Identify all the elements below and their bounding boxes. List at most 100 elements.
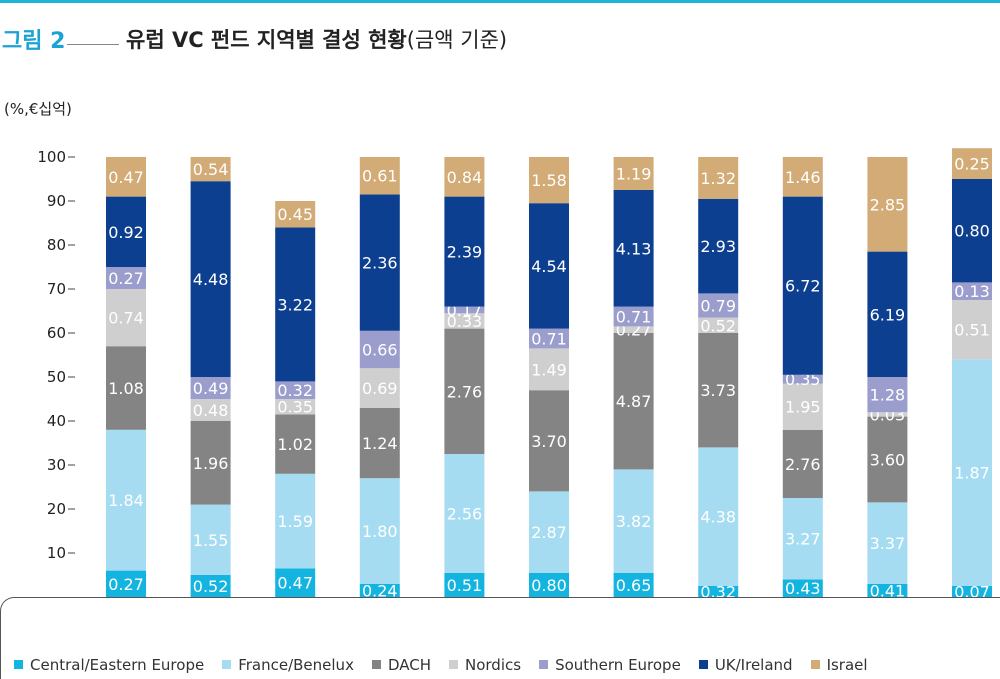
bar-segment xyxy=(106,267,146,289)
data-label: 2.56 xyxy=(447,504,483,523)
bar-segment xyxy=(529,348,569,391)
data-label: 1.46 xyxy=(785,168,821,187)
y-tick-label: 90 xyxy=(47,192,66,210)
bar-segment xyxy=(698,198,739,294)
data-label: 0.79 xyxy=(700,297,736,316)
data-label: 1.08 xyxy=(108,379,144,398)
bar-segment xyxy=(529,203,569,329)
data-label: 1.28 xyxy=(870,386,906,405)
bar-segment xyxy=(444,454,485,573)
bar-segment xyxy=(782,157,823,197)
unit-label: (%,€십억) xyxy=(4,100,72,118)
data-label: 2.36 xyxy=(362,254,398,273)
data-label: 0.47 xyxy=(277,574,313,593)
y-tick-label: 20 xyxy=(47,500,66,518)
data-label: 1.84 xyxy=(108,491,144,510)
bar-segment xyxy=(698,586,739,597)
data-label: 0.43 xyxy=(785,579,821,598)
legend-label: Southern Europe xyxy=(555,656,681,674)
bar-segment xyxy=(782,196,823,375)
bar-segment xyxy=(359,330,400,369)
data-label: 3.70 xyxy=(531,432,567,451)
bar-segment xyxy=(444,328,485,454)
bar-segment xyxy=(190,504,231,575)
data-label: 0.24 xyxy=(362,581,398,600)
legend: Central/Eastern Europe France/Benelux DACH… xyxy=(14,656,886,674)
bar-segment xyxy=(529,572,569,597)
bar-segment xyxy=(613,306,654,327)
data-label: 4.54 xyxy=(531,257,567,276)
data-label: 0.47 xyxy=(108,168,144,187)
data-label: 0.52 xyxy=(193,577,229,596)
bar-segment xyxy=(359,478,400,584)
bar-segment xyxy=(698,317,739,333)
bar-segment xyxy=(867,157,908,252)
data-label: 0.51 xyxy=(954,321,990,340)
bar-segment xyxy=(782,429,823,498)
data-label: 2.87 xyxy=(531,523,567,542)
data-label: 1.58 xyxy=(531,171,567,190)
data-label: 0.27 xyxy=(108,575,144,594)
bar-segment xyxy=(867,377,908,413)
data-label: 1.19 xyxy=(616,165,652,184)
legend-swatch xyxy=(698,660,708,669)
data-label: 2.93 xyxy=(700,237,736,256)
data-label: 4.38 xyxy=(700,508,736,527)
y-tick-label: 40 xyxy=(47,412,66,430)
bar-segment xyxy=(106,289,146,347)
figure-label: 그림 2 xyxy=(2,29,66,54)
bar-segment xyxy=(613,326,654,333)
legend-item: DACH xyxy=(371,656,431,674)
data-label: 3.27 xyxy=(785,530,821,549)
data-label: 1.59 xyxy=(277,512,313,531)
data-label: 0.80 xyxy=(531,576,567,595)
data-label: 3.37 xyxy=(870,534,906,553)
data-label: 0.74 xyxy=(108,309,144,328)
bar-segment xyxy=(106,429,146,571)
y-tick-label: 70 xyxy=(47,280,66,298)
bar-segment xyxy=(613,572,654,597)
bar-segment xyxy=(952,300,992,360)
data-label: 1.80 xyxy=(362,522,398,541)
data-label: 0.35 xyxy=(785,370,821,389)
bar-segment xyxy=(444,572,485,597)
data-label: 2.39 xyxy=(447,243,483,262)
data-label: 4.13 xyxy=(616,239,652,258)
data-label: 0.33 xyxy=(447,312,483,331)
bar-segment xyxy=(952,586,992,597)
bar-segment xyxy=(867,251,908,377)
bar-segment xyxy=(275,399,316,415)
y-tick-label: 30 xyxy=(47,456,66,474)
top-rule xyxy=(0,0,1000,3)
data-label: 0.69 xyxy=(362,379,398,398)
legend-swatch xyxy=(222,660,232,669)
data-label: 3.73 xyxy=(700,381,736,400)
legend-swatch xyxy=(810,660,820,669)
data-label: 4.48 xyxy=(193,270,229,289)
bar-segment xyxy=(444,306,485,314)
data-label: 0.27 xyxy=(108,269,144,288)
bar-segment xyxy=(444,196,485,307)
data-label: 1.55 xyxy=(193,531,229,550)
data-label: 2.76 xyxy=(785,455,821,474)
y-tick-label: 80 xyxy=(47,236,66,254)
bar-segment xyxy=(444,157,485,197)
bar-segment xyxy=(529,491,569,573)
bar-segment xyxy=(275,201,316,228)
data-label: 6.19 xyxy=(870,305,906,324)
data-label: 0.61 xyxy=(362,167,398,186)
data-label: 0.80 xyxy=(954,222,990,241)
bar-segment xyxy=(782,374,823,384)
legend-item: Israel xyxy=(810,656,868,674)
bar-segment xyxy=(613,157,654,190)
bar-segment xyxy=(359,368,400,408)
legend-swatch xyxy=(449,660,458,669)
legend-label: Central/Eastern Europe xyxy=(30,656,205,674)
bar-segment xyxy=(190,399,231,421)
legend-frame xyxy=(0,597,1000,679)
data-label: 0.49 xyxy=(193,379,229,398)
data-label: 0.48 xyxy=(193,401,229,420)
bar-segment xyxy=(952,148,992,179)
bar-segment xyxy=(106,346,146,430)
data-label: 1.95 xyxy=(785,398,821,417)
